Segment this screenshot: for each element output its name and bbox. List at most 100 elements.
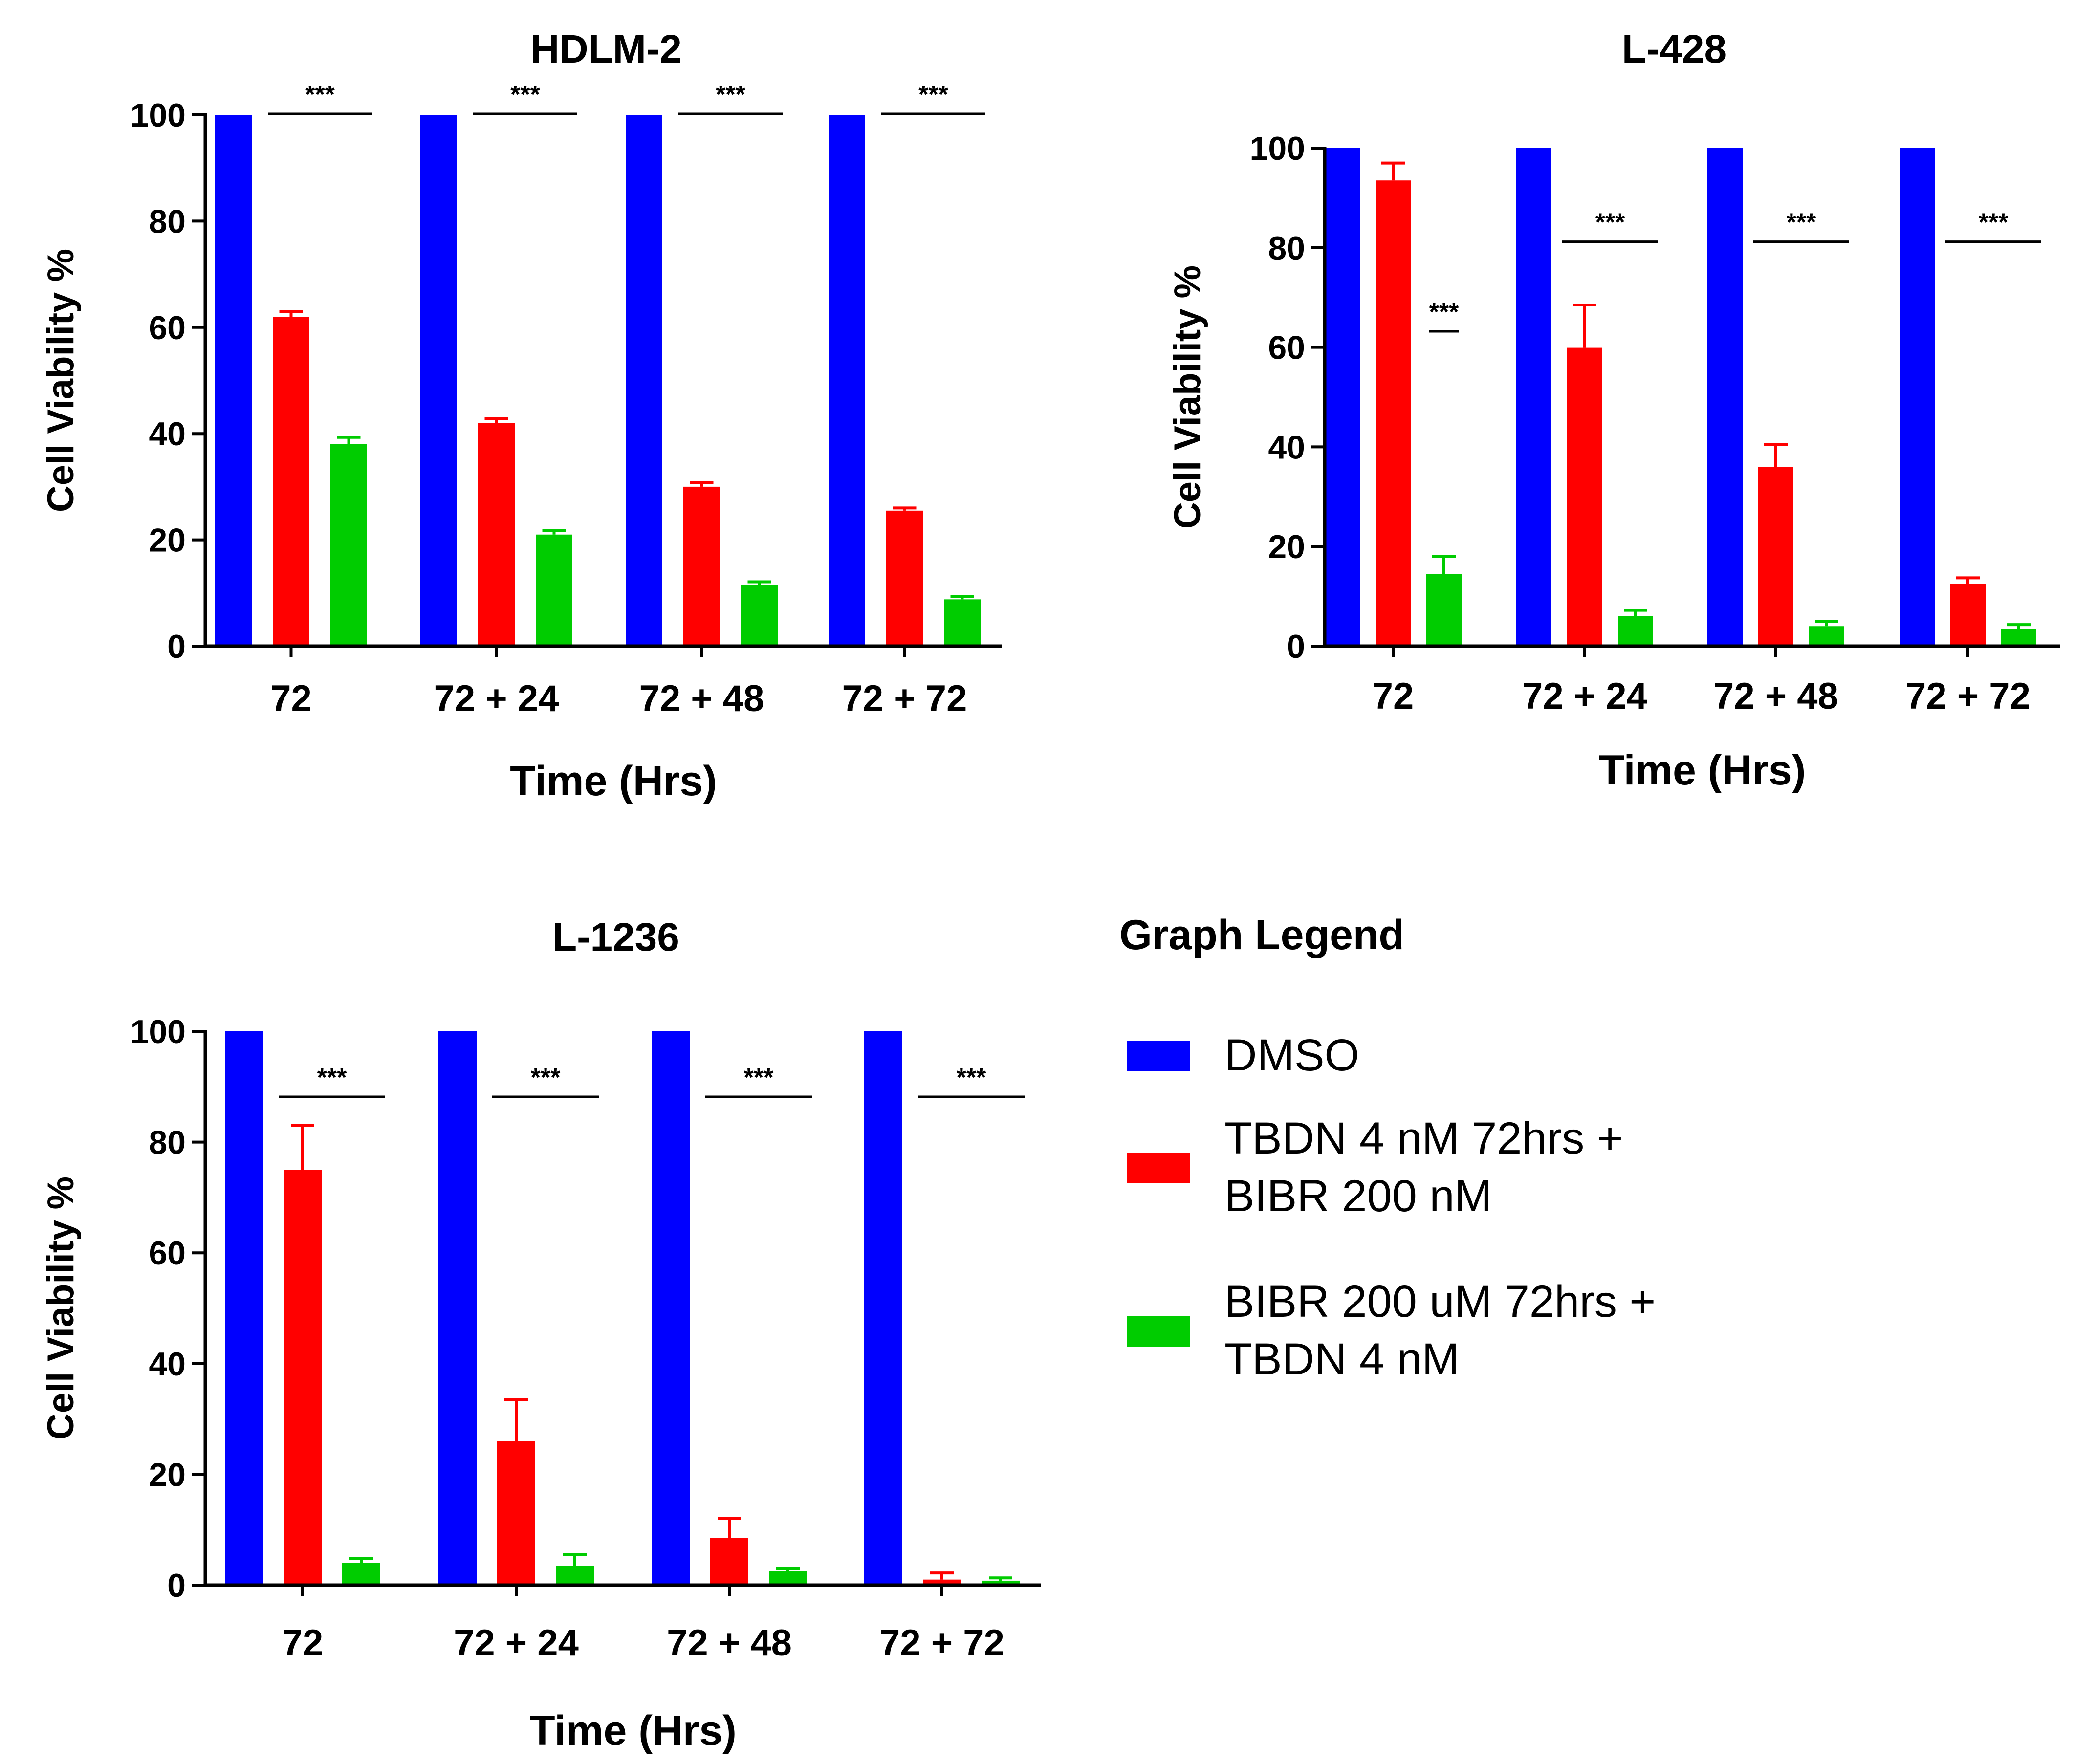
x-axis-label: Time (Hrs) xyxy=(529,1707,737,1754)
significance-label: *** xyxy=(716,81,745,109)
significance-label: *** xyxy=(531,1064,561,1092)
significance-label: *** xyxy=(918,81,948,109)
legend-swatch-tbdn-bibr xyxy=(1127,1153,1190,1183)
chart-l428: L-428 72 72 + 24 72 + 48 72 + 72 *** *** *** ***… xyxy=(1167,27,2060,794)
chart-title: L-428 xyxy=(1622,27,1726,71)
x-tick-label: 72 xyxy=(270,678,312,719)
y-tick-label: 80 xyxy=(149,1124,186,1161)
significance-label: *** xyxy=(317,1064,347,1092)
bar xyxy=(864,1031,902,1585)
x-tick-label: 72 xyxy=(282,1622,324,1664)
bar xyxy=(1618,616,1653,646)
y-tick-label: 80 xyxy=(1268,230,1305,267)
bar xyxy=(982,1580,1020,1585)
bar xyxy=(1809,626,1844,646)
y-axis-label: Cell Viability % xyxy=(1167,265,1208,529)
bar xyxy=(2001,629,2036,646)
bar xyxy=(1900,148,1935,646)
y-tick-label: 100 xyxy=(131,97,186,134)
bar xyxy=(1758,467,1793,646)
y-tick-label: 0 xyxy=(167,628,186,665)
bar xyxy=(225,1031,263,1585)
x-tick-label: 72 + 72 xyxy=(879,1622,1005,1664)
y-tick-label: 100 xyxy=(131,1013,186,1050)
chart-title: L-1236 xyxy=(552,915,679,959)
bar xyxy=(330,444,367,646)
bar xyxy=(478,423,515,646)
y-tick-label: 40 xyxy=(1268,429,1305,466)
x-axis-label: Time (Hrs) xyxy=(1599,747,1806,794)
x-tick-label: 72 + 72 xyxy=(842,678,967,719)
legend: Graph Legend DMSO TBDN 4 nM 72hrs + BIBR… xyxy=(1119,912,1656,1384)
y-tick-label: 80 xyxy=(149,203,186,240)
bar xyxy=(438,1031,477,1585)
legend-label-tbdn-bibr-line1: TBDN 4 nM 72hrs + xyxy=(1224,1113,1623,1163)
y-tick-label: 20 xyxy=(149,522,186,559)
bar xyxy=(829,115,865,646)
significance-label: *** xyxy=(1787,209,1816,237)
legend-swatch-dmso xyxy=(1127,1041,1190,1071)
significance-label: *** xyxy=(1429,298,1459,327)
bar xyxy=(342,1563,380,1585)
bar xyxy=(1707,148,1743,646)
bar xyxy=(420,115,457,646)
bar xyxy=(1325,148,1360,646)
significance-label: *** xyxy=(1979,209,2009,237)
bar xyxy=(652,1031,690,1585)
chart-l1236: L-1236 72 72 + 24 72 + 48 72 + 72 *** *** *** **… xyxy=(40,915,1041,1754)
y-tick-label: 20 xyxy=(1268,528,1305,566)
bar xyxy=(769,1571,807,1585)
y-tick-label: 40 xyxy=(149,415,186,453)
bar xyxy=(1376,180,1411,646)
significance-label: *** xyxy=(957,1064,986,1092)
bar xyxy=(923,1579,961,1585)
y-tick-label: 60 xyxy=(149,309,186,347)
x-tick-label: 72 + 72 xyxy=(1905,675,2031,717)
bar xyxy=(497,1441,535,1585)
legend-label-dmso: DMSO xyxy=(1224,1030,1359,1080)
bar xyxy=(626,115,662,646)
bar xyxy=(1426,574,1462,646)
bar xyxy=(886,510,923,646)
x-tick-label: 72 xyxy=(1373,675,1414,717)
bar xyxy=(273,317,309,646)
y-tick-label: 60 xyxy=(149,1235,186,1272)
x-tick-label: 72 + 24 xyxy=(434,678,559,719)
bar xyxy=(944,599,981,646)
y-tick-label: 40 xyxy=(149,1346,186,1383)
y-tick-label: 100 xyxy=(1250,130,1305,167)
legend-label-bibr-tbdn-line1: BIBR 200 uM 72hrs + xyxy=(1224,1277,1656,1327)
legend-label-tbdn-bibr-line2: BIBR 200 nM xyxy=(1224,1171,1492,1221)
bar xyxy=(536,534,572,646)
significance-label: *** xyxy=(1595,209,1625,237)
bar xyxy=(1950,584,1986,646)
y-tick-label: 0 xyxy=(167,1567,186,1604)
chart-hdlm2: HDLM-2 72 72 + 24 72 + 48 72 + 72 *** *** *** **… xyxy=(40,27,1002,805)
chart-title: HDLM-2 xyxy=(530,27,682,71)
significance-label: *** xyxy=(744,1064,774,1092)
bar xyxy=(284,1170,322,1585)
y-axis-label: Cell Viability % xyxy=(40,249,82,512)
bar xyxy=(741,585,778,646)
x-tick-label: 72 + 48 xyxy=(639,678,764,719)
legend-swatch-bibr-tbdn xyxy=(1127,1316,1190,1347)
y-axis-label: Cell Viability % xyxy=(40,1176,82,1440)
legend-label-bibr-tbdn-line2: TBDN 4 nM xyxy=(1224,1334,1460,1384)
bar xyxy=(215,115,252,646)
x-tick-label: 72 + 48 xyxy=(667,1622,792,1664)
x-tick-label: 72 + 48 xyxy=(1713,675,1838,717)
bar xyxy=(556,1566,594,1585)
y-tick-label: 0 xyxy=(1287,628,1305,665)
x-tick-label: 72 + 24 xyxy=(454,1622,579,1664)
y-tick-label: 60 xyxy=(1268,329,1305,367)
bar xyxy=(683,486,720,646)
legend-title: Graph Legend xyxy=(1119,912,1404,958)
y-tick-label: 20 xyxy=(149,1456,186,1493)
x-tick-label: 72 + 24 xyxy=(1522,675,1647,717)
bar xyxy=(1567,347,1602,646)
significance-label: *** xyxy=(305,81,335,109)
significance-label: *** xyxy=(510,81,540,109)
bar xyxy=(710,1538,748,1585)
x-axis-label: Time (Hrs) xyxy=(510,758,717,805)
